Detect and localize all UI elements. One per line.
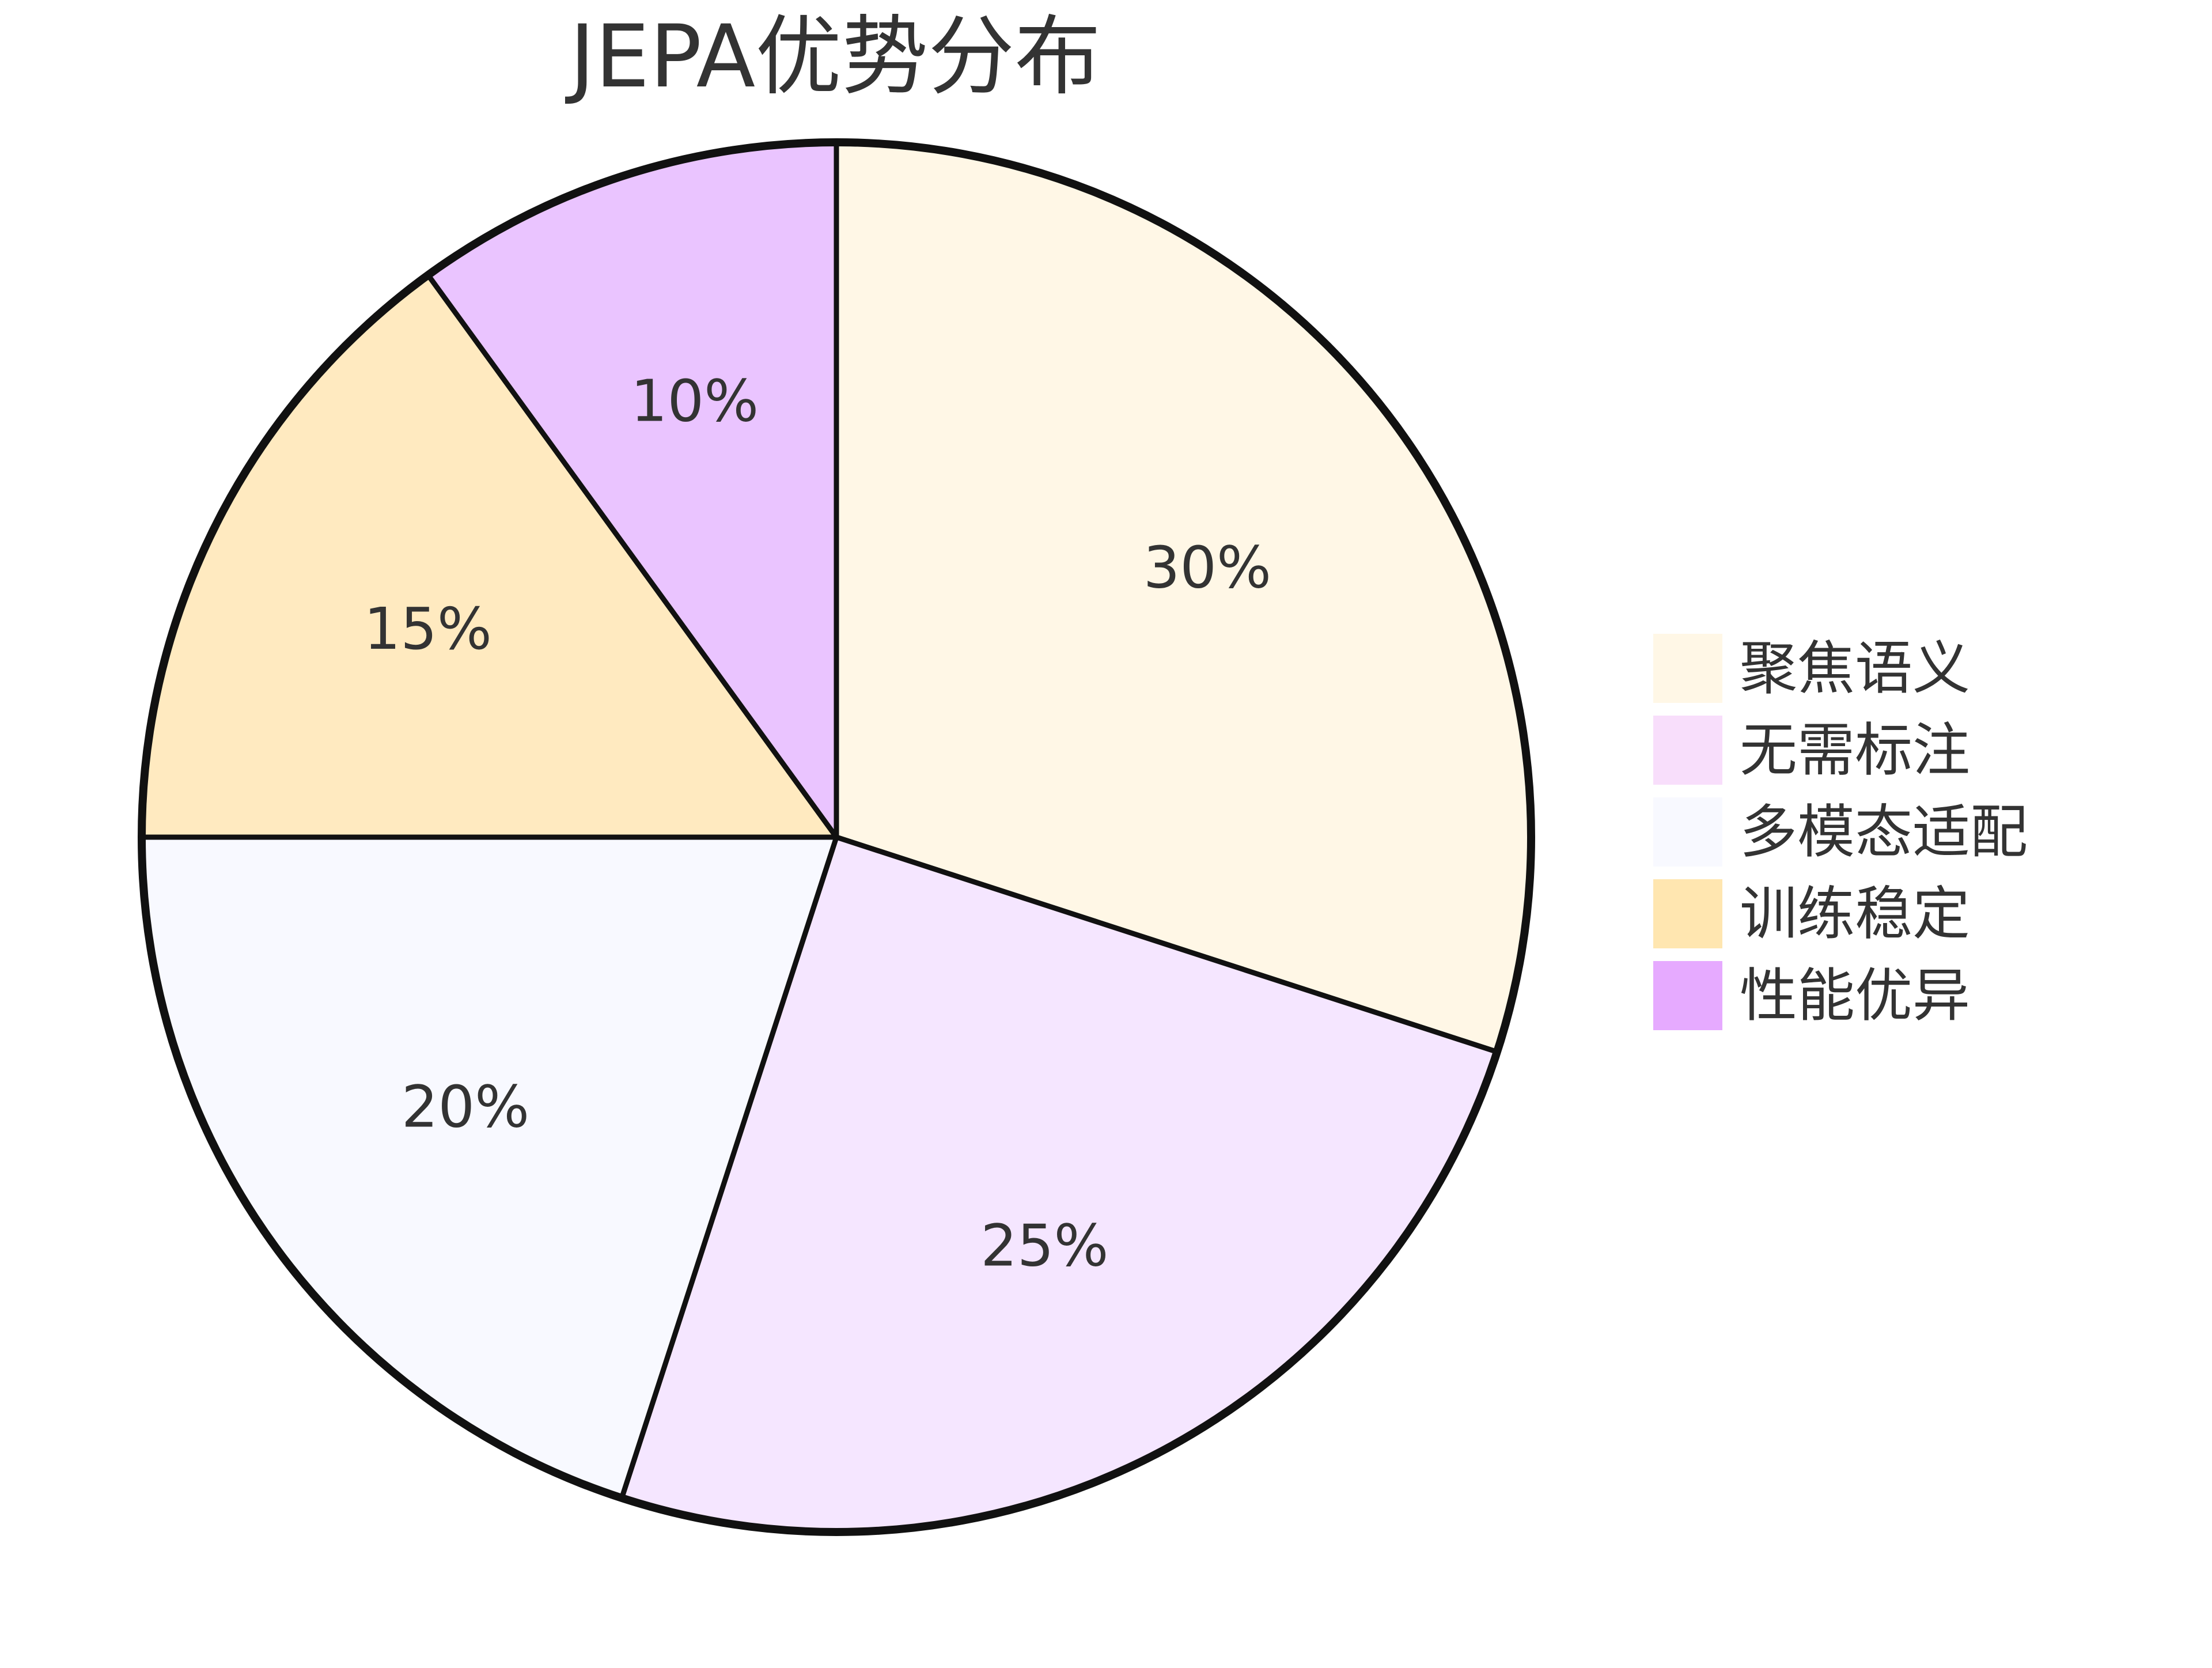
legend-label-4: 训练稳定 (1740, 880, 1970, 948)
legend-swatch-1 (1653, 634, 1722, 703)
pie-slices (139, 139, 1534, 1535)
legend-label-3: 多模态适配 (1740, 799, 2028, 866)
slice-labels: 30% 25% 20% 15% 10% (364, 367, 1271, 1279)
legend-swatch-4 (1653, 879, 1722, 948)
slice-3-percent-label: 20% (402, 1073, 529, 1140)
legend-label-2: 无需标注 (1740, 717, 1970, 784)
legend-label-5: 性能优异 (1740, 962, 1970, 1030)
slice-4-percent-label: 15% (364, 595, 492, 663)
legend-swatch-3 (1653, 797, 1722, 867)
slice-1-percent-label: 30% (1143, 534, 1271, 602)
slice-2-percent-label: 25% (980, 1212, 1108, 1280)
pie-outline (138, 138, 1535, 1536)
slice-5-percent-label: 10% (631, 367, 759, 434)
chart-title: JEPA优势分布 (565, 7, 1101, 107)
legend-swatch-5 (1653, 961, 1722, 1030)
legend-swatch-2 (1653, 716, 1722, 785)
legend-label-1: 聚焦语义 (1740, 635, 1970, 702)
